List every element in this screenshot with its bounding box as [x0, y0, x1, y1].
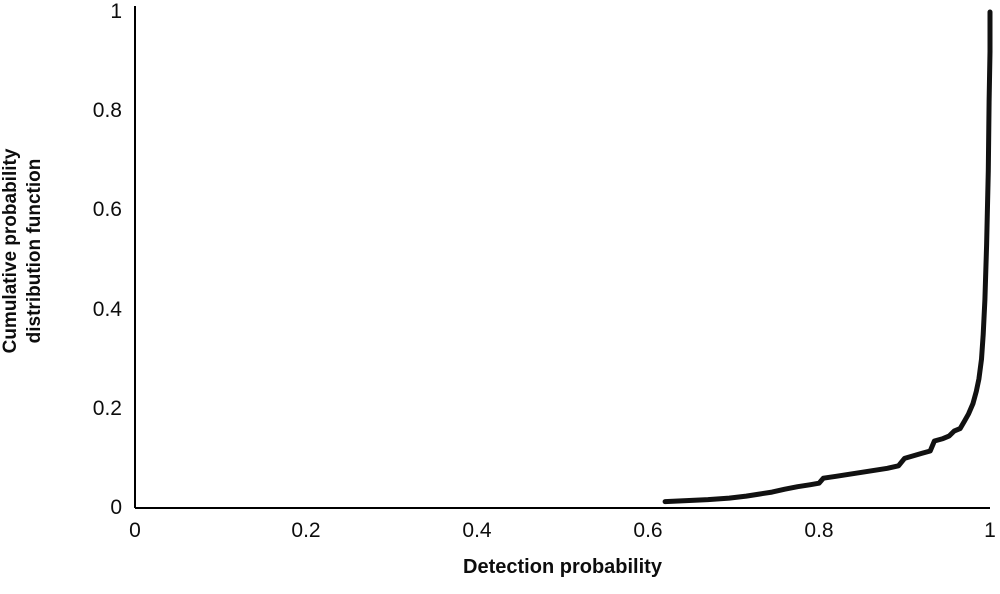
x-axis-title: Detection probability: [463, 556, 662, 578]
y-axis-title: Cumulative probability distribution func…: [0, 148, 45, 354]
y-tick-label: 0: [110, 496, 122, 519]
y-tick-label: 0.6: [92, 198, 122, 222]
x-tick-label: 1: [984, 519, 996, 542]
cdf-curve: [662, 9, 993, 505]
y-tick-label: 1: [110, 0, 122, 23]
y-tick-label: 0.2: [92, 396, 122, 420]
x-tick-label: 0.2: [291, 519, 321, 542]
y-tick-label: 0.4: [92, 297, 122, 321]
x-tick-label: 0.8: [804, 519, 834, 542]
x-tick-label: 0.4: [462, 519, 492, 542]
x-tick-label: 0: [129, 519, 141, 542]
y-tick-label: 0.8: [92, 99, 122, 123]
x-tick-label: 0.6: [633, 519, 663, 542]
